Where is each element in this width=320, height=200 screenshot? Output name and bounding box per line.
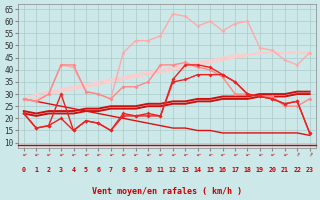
Text: ↙: ↙: [257, 151, 263, 158]
Text: ↙: ↙: [232, 151, 238, 158]
Text: ↙: ↙: [195, 151, 201, 158]
Text: ↙: ↙: [70, 151, 77, 158]
Text: ↙: ↙: [95, 151, 102, 158]
Text: ↙: ↙: [219, 151, 226, 158]
Text: ↙: ↙: [120, 151, 126, 158]
Text: ↙: ↙: [108, 151, 114, 158]
Text: ↙: ↙: [182, 151, 189, 158]
Text: ↙: ↙: [33, 151, 40, 158]
Text: ↙: ↙: [281, 151, 288, 158]
Text: ↑: ↑: [306, 151, 313, 158]
X-axis label: Vent moyen/en rafales ( km/h ): Vent moyen/en rafales ( km/h ): [92, 187, 242, 196]
Text: ↙: ↙: [45, 151, 52, 158]
Text: ↙: ↙: [170, 151, 176, 158]
Text: ↙: ↙: [157, 151, 164, 158]
Text: ↙: ↙: [132, 151, 139, 158]
Text: ↙: ↙: [207, 151, 213, 158]
Text: ↑: ↑: [294, 151, 300, 158]
Text: ↙: ↙: [145, 151, 151, 158]
Text: ↙: ↙: [269, 151, 276, 158]
Text: ↙: ↙: [20, 151, 27, 158]
Text: ↙: ↙: [83, 151, 89, 158]
Text: ↙: ↙: [58, 151, 64, 158]
Text: ↙: ↙: [244, 151, 251, 158]
